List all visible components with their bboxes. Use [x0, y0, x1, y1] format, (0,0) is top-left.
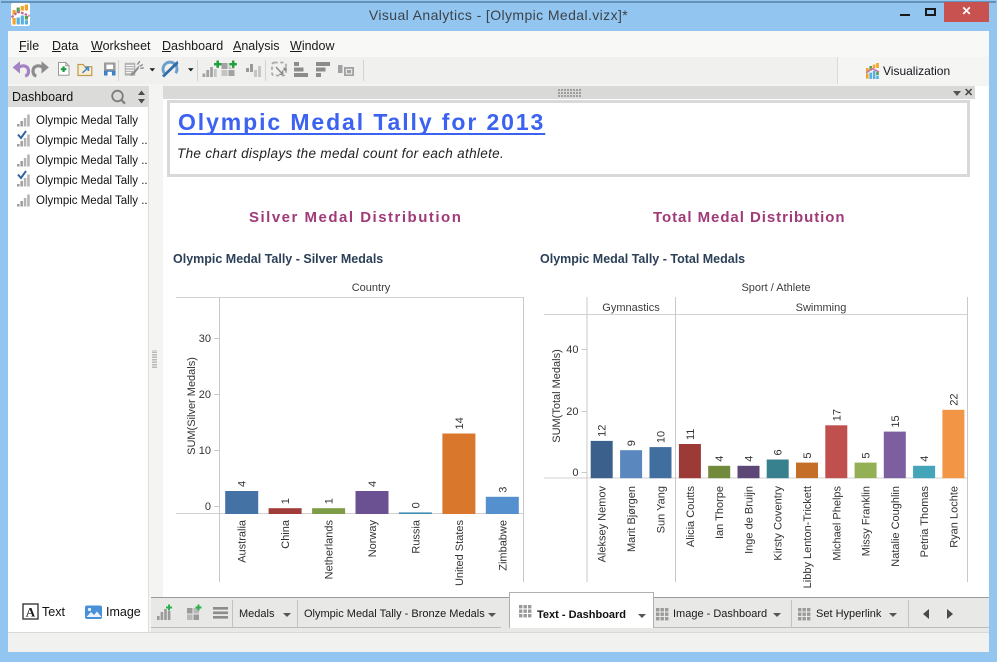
- svg-text:5: 5: [802, 452, 814, 458]
- svg-text:40: 40: [566, 344, 578, 356]
- svg-text:Michael Phelps: Michael Phelps: [831, 486, 843, 561]
- svg-text:4: 4: [744, 456, 756, 462]
- svg-text:Australia: Australia: [237, 519, 249, 563]
- svg-text:Sport / Athlete: Sport / Athlete: [741, 282, 810, 294]
- svg-text:Inge de Bruijn: Inge de Bruijn: [744, 486, 756, 554]
- svg-text:Libby Lenton-Trickett: Libby Lenton-Trickett: [802, 486, 814, 588]
- svg-text:Gymnastics: Gymnastics: [602, 302, 660, 314]
- svg-text:4: 4: [919, 456, 931, 462]
- svg-text:11: 11: [685, 429, 697, 440]
- svg-text:Marit Bjørgen: Marit Bjørgen: [626, 486, 638, 552]
- svg-text:14: 14: [454, 417, 466, 429]
- svg-text:1: 1: [280, 498, 292, 504]
- svg-text:Natalie Coughlin: Natalie Coughlin: [890, 486, 902, 567]
- svg-text:20: 20: [199, 389, 211, 401]
- svg-text:15: 15: [890, 415, 902, 427]
- svg-text:1: 1: [324, 498, 336, 504]
- svg-text:Petria Thomas: Petria Thomas: [919, 486, 931, 558]
- svg-text:Olympic Medal Tally - Silver M: Olympic Medal Tally - Silver Medals: [173, 252, 383, 266]
- svg-text:6: 6: [773, 449, 785, 455]
- svg-text:4: 4: [714, 456, 726, 462]
- svg-text:Olympic Medal Tally - Total Me: Olympic Medal Tally - Total Medals: [540, 252, 745, 266]
- svg-text:Zimbabwe: Zimbabwe: [497, 520, 509, 571]
- svg-text:12: 12: [597, 425, 609, 437]
- svg-text:17: 17: [831, 409, 843, 421]
- svg-text:30: 30: [199, 333, 211, 345]
- svg-text:SUM(Total Medals): SUM(Total Medals): [551, 349, 563, 443]
- svg-text:20: 20: [566, 406, 578, 418]
- svg-text:Country: Country: [352, 282, 391, 294]
- svg-text:Kirsty Coventry: Kirsty Coventry: [773, 486, 785, 561]
- svg-text:Ian Thorpe: Ian Thorpe: [714, 486, 726, 539]
- svg-text:10: 10: [656, 431, 668, 443]
- svg-text:5: 5: [861, 452, 873, 458]
- svg-text:A: A: [26, 605, 36, 620]
- svg-text:Russia: Russia: [410, 519, 422, 554]
- svg-text:SUM(Silver Medals): SUM(Silver Medals): [186, 357, 198, 455]
- svg-text:United States: United States: [454, 520, 466, 587]
- svg-text:22: 22: [948, 394, 960, 406]
- svg-text:10: 10: [199, 445, 211, 457]
- svg-text:0: 0: [205, 501, 211, 513]
- svg-text:4: 4: [367, 481, 379, 487]
- svg-text:Alicia Coutts: Alicia Coutts: [685, 486, 697, 548]
- svg-text:China: China: [280, 519, 292, 549]
- svg-text:Norway: Norway: [367, 520, 379, 558]
- svg-text:0: 0: [410, 502, 422, 508]
- svg-text:Swimming: Swimming: [796, 302, 847, 314]
- svg-text:9: 9: [626, 440, 638, 446]
- svg-text:3: 3: [497, 487, 509, 493]
- svg-text:0: 0: [572, 467, 578, 479]
- svg-text:Sun Yang: Sun Yang: [656, 486, 668, 533]
- svg-text:Netherlands: Netherlands: [324, 520, 336, 580]
- svg-text:Missy Franklin: Missy Franklin: [861, 486, 873, 556]
- svg-text:Aleksey Nemov: Aleksey Nemov: [597, 486, 609, 563]
- svg-text:4: 4: [237, 481, 249, 487]
- svg-text:Ryan Lochte: Ryan Lochte: [948, 486, 960, 548]
